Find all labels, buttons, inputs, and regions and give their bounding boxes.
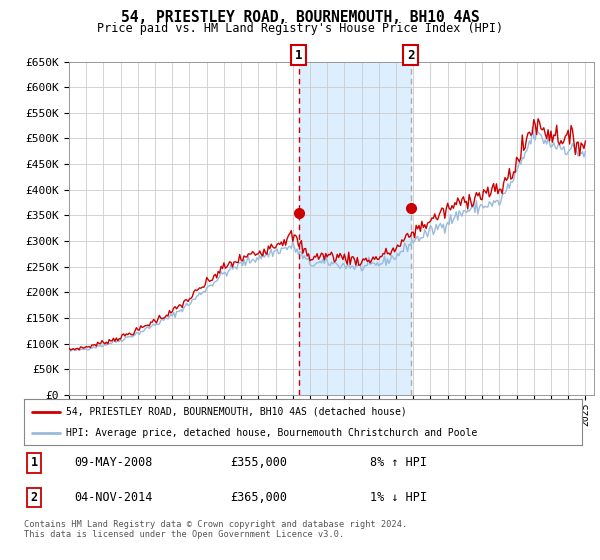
Text: HPI: Average price, detached house, Bournemouth Christchurch and Poole: HPI: Average price, detached house, Bour…: [66, 428, 477, 438]
Text: 1% ↓ HPI: 1% ↓ HPI: [370, 491, 427, 504]
Text: 54, PRIESTLEY ROAD, BOURNEMOUTH, BH10 4AS: 54, PRIESTLEY ROAD, BOURNEMOUTH, BH10 4A…: [121, 10, 479, 25]
Text: 04-NOV-2014: 04-NOV-2014: [74, 491, 152, 504]
Text: £365,000: £365,000: [230, 491, 287, 504]
Text: 8% ↑ HPI: 8% ↑ HPI: [370, 456, 427, 469]
Text: 2: 2: [31, 491, 38, 504]
Bar: [299, 62, 410, 395]
Text: Contains HM Land Registry data © Crown copyright and database right 2024.
This d: Contains HM Land Registry data © Crown c…: [24, 520, 407, 539]
Text: 54, PRIESTLEY ROAD, BOURNEMOUTH, BH10 4AS (detached house): 54, PRIESTLEY ROAD, BOURNEMOUTH, BH10 4A…: [66, 407, 407, 417]
Text: 09-MAY-2008: 09-MAY-2008: [74, 456, 152, 469]
Text: 1: 1: [295, 49, 302, 62]
Text: Price paid vs. HM Land Registry's House Price Index (HPI): Price paid vs. HM Land Registry's House …: [97, 22, 503, 35]
Text: £355,000: £355,000: [230, 456, 287, 469]
Text: 1: 1: [31, 456, 38, 469]
Text: 2: 2: [407, 49, 414, 62]
